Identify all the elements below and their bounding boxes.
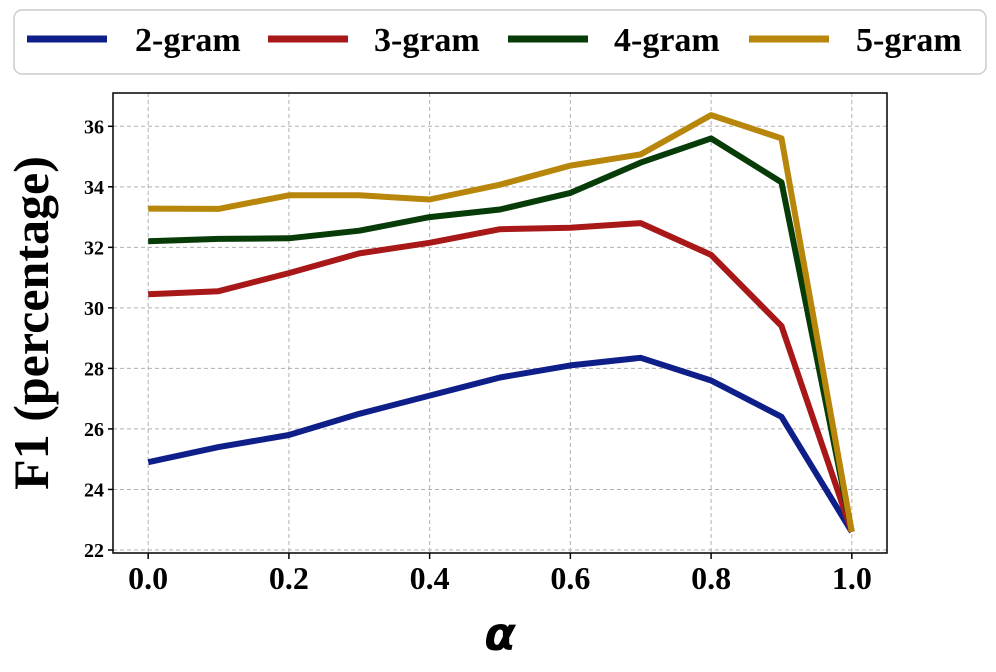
x-tick-label: 0.0: [128, 560, 168, 596]
series-layer: [147, 112, 855, 534]
y-tick-label: 26: [84, 419, 104, 441]
y-axis-ticks: 22 24 26 28 30 32 34 36: [84, 116, 113, 562]
y-tick-label: 22: [84, 540, 104, 562]
legend-label-3-gram: 3-gram: [374, 22, 480, 59]
x-tick-label: 0.6: [550, 560, 590, 596]
legend-label-5-gram: 5-gram: [856, 22, 962, 59]
series-line-5-gram: [148, 112, 855, 533]
y-axis-label: F1 (percentage): [3, 156, 59, 490]
x-tick-label: 0.4: [410, 560, 450, 596]
series-line-3-gram: [148, 220, 855, 533]
x-tick-label: 0.8: [691, 560, 731, 596]
y-tick-label: 36: [84, 116, 104, 138]
y-tick-label: 34: [84, 177, 104, 199]
x-tick-label: 0.2: [269, 560, 309, 596]
axes-frame: [112, 92, 888, 554]
grid: [113, 93, 887, 553]
y-tick-label: 28: [84, 358, 104, 380]
series-line-2-gram: [147, 354, 855, 534]
y-tick-label: 30: [84, 298, 104, 320]
x-tick-label: 1.0: [832, 560, 872, 596]
x-axis-label: α: [484, 607, 516, 661]
y-tick-label: 32: [84, 237, 104, 259]
series-line-4-gram: [148, 135, 855, 533]
legend-label-4-gram: 4-gram: [614, 22, 720, 59]
legend: 2-gram 3-gram 4-gram 5-gram: [13, 9, 987, 75]
x-axis-ticks: 0.0 0.2 0.4 0.6 0.8 1.0: [128, 553, 872, 596]
y-tick-label: 24: [84, 479, 104, 501]
legend-label-2-gram: 2-gram: [135, 22, 241, 59]
legend-frame: [13, 9, 987, 75]
